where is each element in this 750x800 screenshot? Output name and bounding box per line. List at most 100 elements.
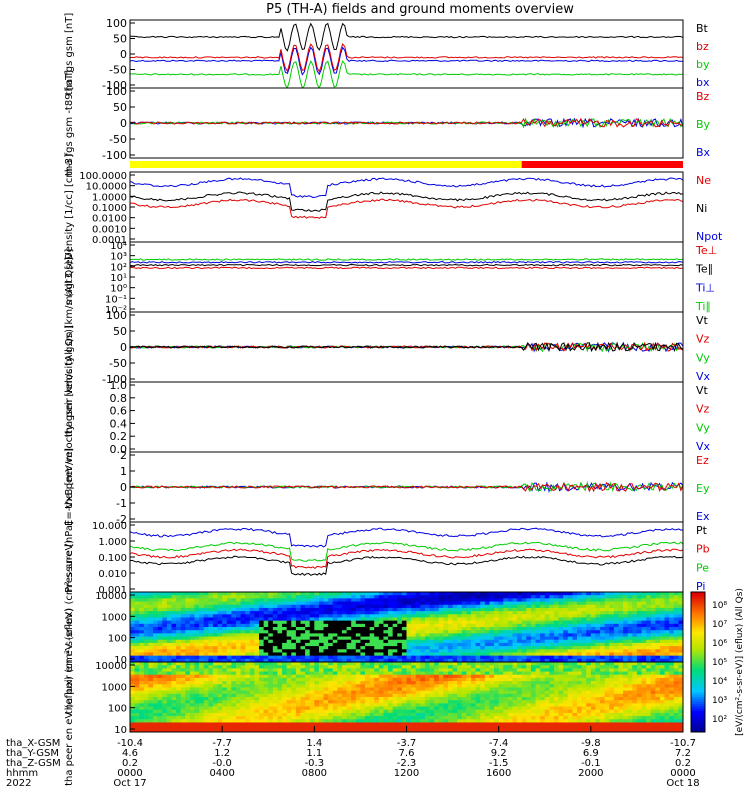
spectrogram-cell bbox=[457, 693, 463, 698]
spectrogram-cell bbox=[143, 655, 150, 660]
spectrogram-cell bbox=[268, 598, 274, 603]
spectrogram-cell bbox=[406, 709, 412, 714]
spectrogram-cell bbox=[517, 633, 523, 638]
spectrogram-cell bbox=[309, 677, 315, 682]
spectrogram-cell bbox=[383, 611, 389, 615]
spectrogram-cell bbox=[378, 719, 385, 724]
spectrogram-cell bbox=[581, 620, 587, 625]
spectrogram-cell bbox=[341, 712, 348, 717]
spectrogram-cell bbox=[199, 598, 205, 603]
spectrogram-cell bbox=[438, 674, 444, 679]
spectrogram-cell bbox=[512, 693, 518, 698]
spectrogram-cell bbox=[443, 646, 449, 650]
spectrogram-cell bbox=[346, 592, 352, 596]
spectrogram-cell bbox=[563, 693, 569, 698]
spectrogram-cell bbox=[222, 719, 228, 724]
spectrogram-cell bbox=[567, 642, 573, 647]
spectrogram-cell bbox=[245, 677, 251, 682]
spectrogram-cell bbox=[240, 665, 246, 669]
spectrogram-cell bbox=[217, 684, 223, 689]
spectrogram-cell bbox=[240, 725, 246, 730]
spectrogram-cell bbox=[365, 611, 371, 615]
spectrogram-cell bbox=[406, 697, 412, 701]
spectrogram-cell bbox=[300, 662, 306, 666]
spectrogram-cell bbox=[189, 614, 196, 619]
spectrogram-cell bbox=[636, 633, 643, 638]
spectrogram-cell bbox=[369, 604, 375, 609]
spectrogram-cell bbox=[194, 633, 200, 638]
spectrogram-cell bbox=[249, 595, 256, 599]
spectrogram-cell bbox=[443, 687, 449, 692]
spectrogram-cell bbox=[480, 665, 486, 669]
spectrogram-cell bbox=[318, 722, 325, 727]
spectrogram-cell bbox=[567, 681, 573, 685]
spectrogram-cell bbox=[484, 604, 491, 609]
spectrogram-cell bbox=[424, 712, 431, 717]
spectrogram-cell bbox=[235, 655, 242, 660]
series-Te⊥ bbox=[130, 266, 683, 270]
spectrogram-cell bbox=[254, 690, 260, 695]
spectrogram-cell bbox=[489, 662, 495, 666]
spectrogram-cell bbox=[411, 684, 417, 689]
spectrogram-cell bbox=[664, 636, 670, 641]
spectrogram-cell bbox=[650, 630, 656, 634]
spectrogram-cell bbox=[323, 630, 329, 634]
spectrogram-cell bbox=[189, 620, 196, 625]
spectrogram-cell bbox=[143, 716, 150, 720]
spectrogram-cell bbox=[388, 693, 394, 698]
spectrogram-cell bbox=[484, 697, 491, 701]
spectrogram-cell bbox=[526, 623, 532, 628]
spectrogram-cell bbox=[411, 709, 417, 714]
spectrogram-cell bbox=[346, 700, 352, 704]
spectrogram-cell bbox=[291, 665, 297, 669]
spectrogram-cell bbox=[553, 690, 560, 695]
spectrogram-cell bbox=[341, 652, 348, 657]
spectrogram-cell bbox=[185, 627, 191, 631]
spectrogram-cell bbox=[295, 601, 302, 606]
spectrogram-cell bbox=[466, 598, 472, 603]
spectrogram-cell bbox=[231, 630, 237, 634]
spectrogram-cell bbox=[411, 668, 417, 673]
spectrogram-cell bbox=[365, 607, 371, 612]
spectrogram-cell bbox=[567, 697, 573, 701]
spectrogram-cell bbox=[351, 658, 357, 662]
spectrogram-cell bbox=[323, 646, 329, 650]
spectrogram-cell bbox=[295, 697, 302, 701]
spectrogram-cell bbox=[577, 595, 583, 599]
spectrogram-cell bbox=[217, 658, 223, 662]
spectrogram-cell bbox=[623, 601, 629, 606]
spectrogram-cell bbox=[443, 712, 449, 717]
spectrogram-cell bbox=[507, 700, 514, 704]
spectrogram-cell bbox=[378, 690, 385, 695]
legend-Bx: Bx bbox=[696, 146, 711, 159]
spectrogram-cell bbox=[641, 630, 647, 634]
spectrogram-cell bbox=[471, 617, 477, 622]
spectrogram-cell bbox=[563, 620, 569, 625]
spectrogram-cell bbox=[475, 639, 481, 644]
spectrogram-cell bbox=[341, 697, 348, 701]
spectrogram-cell bbox=[581, 623, 587, 628]
spectrogram-cell bbox=[411, 716, 417, 720]
spectrogram-cell bbox=[406, 677, 412, 682]
spectrogram-cell bbox=[235, 642, 242, 647]
spectrogram-cell bbox=[452, 703, 458, 708]
spectrogram-cell bbox=[134, 617, 140, 622]
spectrogram-cell bbox=[507, 623, 514, 628]
spectrogram-cell bbox=[664, 595, 670, 599]
spectrogram-cell bbox=[383, 700, 389, 704]
spectrogram-cell bbox=[314, 687, 320, 692]
spectrogram-cell bbox=[512, 627, 518, 631]
spectrogram-cell bbox=[411, 674, 417, 679]
spectrogram-cell bbox=[203, 649, 209, 654]
spectrogram-cell bbox=[641, 617, 647, 622]
spectrogram-cell bbox=[235, 671, 242, 676]
spectrogram-cell bbox=[378, 712, 385, 717]
spectrogram-cell bbox=[484, 633, 491, 638]
spectrogram-cell bbox=[489, 690, 495, 695]
spectrogram-cell bbox=[549, 681, 555, 685]
spectrogram-cell bbox=[484, 681, 491, 685]
spectrogram-cell bbox=[397, 719, 403, 724]
spectrogram-cell bbox=[475, 636, 481, 641]
spectrogram-cell bbox=[374, 684, 380, 689]
spectrogram-cell bbox=[507, 706, 514, 711]
